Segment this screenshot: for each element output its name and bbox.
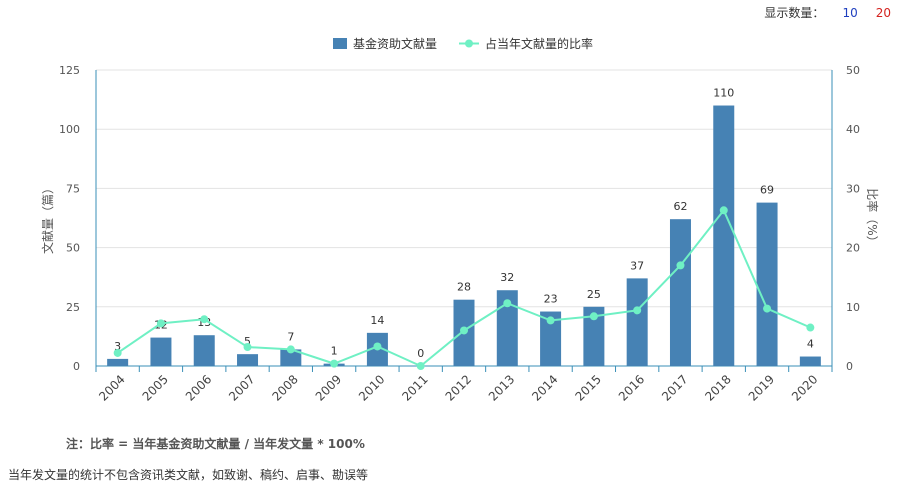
- y-tick-label: 125: [59, 64, 80, 77]
- bar-label: 7: [287, 330, 294, 343]
- ratio-point: [373, 342, 382, 351]
- ratio-point: [286, 345, 295, 354]
- bar: [107, 358, 129, 366]
- display-count-label: 显示数量：: [764, 6, 825, 20]
- x-tick-label: 2019: [746, 372, 777, 403]
- y2-tick-label: 40: [846, 123, 860, 136]
- x-tick-label: 2009: [313, 372, 344, 403]
- x-tick-label: 2017: [659, 372, 690, 403]
- y-tick-label: 75: [66, 182, 80, 195]
- y2-tick-label: 10: [846, 301, 860, 314]
- x-tick-label: 2016: [616, 372, 647, 403]
- x-tick-label: 2005: [140, 372, 171, 403]
- bar-label: 1: [331, 345, 338, 358]
- ratio-point: [503, 299, 512, 308]
- bar: [150, 337, 172, 366]
- bar: [540, 311, 562, 366]
- bar: [193, 335, 215, 366]
- ratio-point: [200, 315, 209, 324]
- ratio-point: [416, 362, 425, 370]
- y2-tick-label: 0: [846, 360, 853, 373]
- x-tick-label: 2008: [269, 372, 300, 403]
- bar: [237, 354, 259, 366]
- display-count-control: 显示数量： 10 20: [764, 4, 891, 21]
- ratio-point: [113, 348, 122, 357]
- ratio-point: [330, 359, 339, 368]
- x-tick-label: 2020: [789, 372, 820, 403]
- bar-label: 28: [457, 281, 471, 294]
- legend-line-label: 占当年文献量的比率: [485, 36, 593, 51]
- x-tick-label: 2004: [96, 372, 127, 403]
- ratio-point: [156, 319, 165, 328]
- x-tick-label: 2013: [486, 372, 517, 403]
- bar-label: 3: [114, 340, 121, 353]
- bar: [496, 290, 518, 366]
- legend-line-marker: [465, 39, 473, 48]
- ratio-note: 注：比率 = 当年基金资助文献量 / 当年发文量 * 100%: [66, 437, 365, 451]
- y2-tick-label: 50: [846, 64, 860, 77]
- y-tick-label: 0: [73, 360, 80, 373]
- y2-axis-title: 比率（%）: [865, 188, 880, 247]
- ratio-point: [633, 306, 642, 315]
- bar-label: 0: [417, 347, 424, 360]
- y-axis-title: 文献量（篇）: [40, 182, 55, 254]
- ratio-point: [546, 316, 555, 325]
- ratio-point: [589, 312, 598, 321]
- y-tick-label: 50: [66, 242, 80, 255]
- x-tick-label: 2006: [183, 372, 214, 403]
- x-tick-label: 2018: [702, 372, 733, 403]
- display-count-20-option[interactable]: 20: [875, 5, 891, 20]
- x-tick-label: 2015: [573, 372, 604, 403]
- legend-bar-swatch: [333, 38, 347, 49]
- bar-label: 69: [760, 184, 774, 197]
- bar-label: 23: [544, 293, 558, 306]
- x-tick-label: 2007: [226, 372, 257, 403]
- ratio-point: [676, 261, 685, 270]
- bar: [626, 278, 648, 366]
- funding-chart: 0255075100125010203040503121357114028322…: [40, 36, 880, 404]
- ratio-point: [243, 343, 252, 352]
- bar-label: 32: [500, 271, 514, 284]
- bar: [799, 356, 821, 366]
- y2-tick-label: 30: [846, 182, 860, 195]
- bar: [756, 202, 778, 366]
- ratio-point: [806, 323, 815, 332]
- bar: [280, 349, 302, 366]
- x-tick-label: 2012: [443, 372, 474, 403]
- bar: [583, 306, 605, 366]
- x-tick-label: 2014: [529, 372, 560, 403]
- y-tick-label: 100: [59, 123, 80, 136]
- x-tick-label: 2011: [399, 372, 430, 403]
- y-tick-label: 25: [66, 301, 80, 314]
- bar-label: 25: [587, 288, 601, 301]
- bar-label: 14: [370, 314, 384, 327]
- x-tick-label: 2010: [356, 372, 387, 403]
- bar: [713, 105, 735, 367]
- ratio-point: [719, 206, 728, 215]
- bar-label: 110: [713, 87, 734, 100]
- ratio-point: [460, 326, 468, 335]
- display-count-10-option[interactable]: 10: [842, 5, 858, 20]
- footer-note: 当年发文量的统计不包含资讯类文献，如致谢、稿约、启事、勘误等: [8, 468, 369, 482]
- bar-label: 4: [807, 338, 814, 351]
- bar-label: 37: [630, 259, 644, 272]
- bar-label: 5: [244, 335, 251, 348]
- legend-bar-label: 基金资助文献量: [353, 36, 437, 51]
- y2-tick-label: 20: [846, 242, 860, 255]
- ratio-point: [763, 304, 772, 313]
- bar: [669, 219, 691, 366]
- bar-label: 62: [673, 200, 687, 213]
